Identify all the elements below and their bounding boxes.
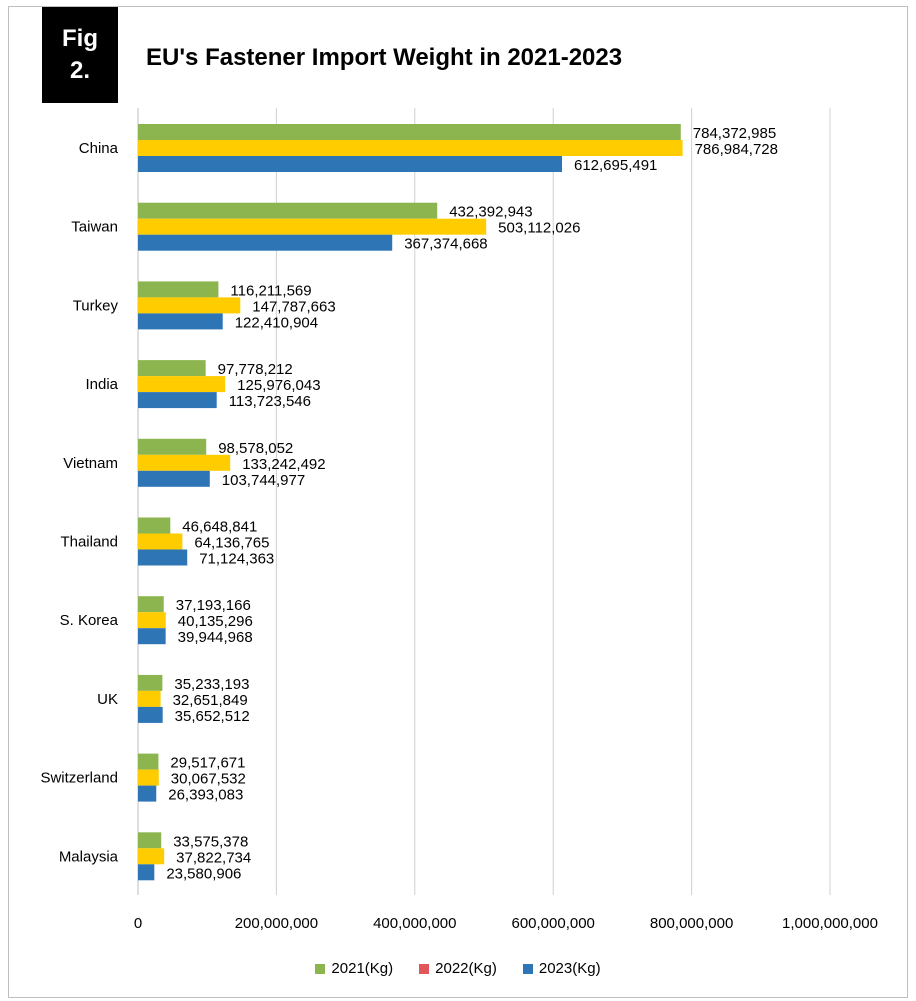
bar — [138, 769, 159, 786]
bar — [138, 360, 206, 377]
bar — [138, 533, 183, 550]
category-label: Thailand — [60, 534, 118, 551]
legend-item: 2021(Kg) — [315, 960, 393, 977]
x-tick-label: 1,000,000,000 — [782, 915, 878, 932]
bar — [138, 628, 166, 645]
bar — [138, 612, 166, 629]
data-label: 35,652,512 — [175, 708, 250, 725]
bar — [138, 517, 171, 534]
category-label: Switzerland — [40, 770, 118, 787]
bar — [138, 124, 681, 140]
data-label: 37,193,166 — [176, 597, 251, 614]
data-label: 29,517,671 — [170, 755, 245, 772]
bar — [138, 281, 219, 298]
bar — [138, 690, 161, 707]
legend-label: 2023(Kg) — [538, 960, 601, 977]
category-label: Malaysia — [59, 848, 119, 865]
data-label: 71,124,363 — [199, 551, 274, 568]
bar — [138, 753, 159, 770]
bar — [138, 549, 188, 566]
data-label: 64,136,765 — [194, 535, 269, 552]
data-label: 612,695,491 — [574, 157, 657, 174]
bar — [138, 392, 217, 409]
category-label: Turkey — [73, 297, 119, 314]
data-label: 116,211,569 — [230, 282, 311, 299]
data-label: 147,787,663 — [252, 298, 335, 315]
data-label: 503,112,026 — [498, 220, 580, 237]
data-label: 367,374,668 — [404, 236, 487, 253]
bar — [138, 202, 438, 219]
bar — [138, 313, 223, 330]
legend-item: 2023(Kg) — [522, 960, 601, 977]
figure-badge-line1: Fig — [62, 25, 98, 52]
x-tick-label: 400,000,000 — [373, 915, 456, 932]
bar — [138, 864, 155, 881]
data-label: 46,648,841 — [182, 519, 257, 536]
figure-badge: Fig 2. — [42, 7, 118, 103]
bar — [138, 848, 165, 865]
data-label: 37,822,734 — [176, 849, 251, 866]
chart-legend: 2021(Kg) 2022(Kg) 2023(Kg) — [0, 960, 916, 977]
data-label: 125,976,043 — [237, 377, 320, 394]
data-label: 35,233,193 — [174, 676, 249, 693]
data-label: 113,723,546 — [229, 393, 311, 410]
figure-badge-line2: 2. — [69, 57, 90, 84]
category-label: UK — [97, 691, 118, 708]
bar — [138, 297, 241, 314]
data-label: 98,578,052 — [218, 440, 293, 457]
bar — [138, 438, 207, 455]
legend-swatch — [315, 963, 326, 974]
bar — [138, 785, 157, 802]
data-label: 23,580,906 — [166, 865, 241, 882]
category-label: China — [79, 140, 119, 157]
category-label: Taiwan — [71, 219, 118, 236]
bar — [138, 234, 393, 251]
bar — [138, 454, 231, 471]
bar — [138, 470, 210, 487]
legend-swatch — [419, 963, 430, 974]
x-tick-label: 800,000,000 — [650, 915, 733, 932]
category-label: India — [85, 376, 118, 393]
category-label: Vietnam — [63, 455, 118, 472]
data-label: 122,410,904 — [235, 314, 318, 331]
x-tick-label: 0 — [134, 915, 142, 932]
data-label: 33,575,378 — [173, 833, 248, 850]
data-label: 39,944,968 — [178, 629, 253, 646]
bar — [138, 832, 162, 849]
data-label: 103,744,977 — [222, 472, 305, 489]
data-label: 26,393,083 — [168, 787, 243, 804]
data-label: 432,392,943 — [449, 204, 532, 221]
data-label: 784,372,985 — [693, 125, 776, 142]
legend-swatch — [522, 963, 533, 974]
x-tick-label: 200,000,000 — [235, 915, 318, 932]
data-label: 133,242,492 — [242, 456, 325, 473]
legend-item: 2022(Kg) — [419, 960, 497, 977]
bar — [138, 674, 163, 691]
data-label: 30,067,532 — [171, 771, 246, 788]
data-label: 32,651,849 — [173, 692, 248, 709]
data-label: 786,984,728 — [695, 141, 778, 158]
bar — [138, 706, 163, 723]
data-label: 40,135,296 — [178, 613, 253, 630]
bar — [138, 376, 226, 393]
legend-label: 2021(Kg) — [331, 960, 394, 977]
category-label: S. Korea — [60, 612, 119, 629]
chart-title: EU's Fastener Import Weight in 2021-2023 — [146, 44, 623, 71]
x-tick-label: 600,000,000 — [511, 915, 594, 932]
bar — [138, 596, 164, 613]
legend-label: 2022(Kg) — [435, 960, 497, 977]
data-label: 97,778,212 — [218, 361, 293, 378]
bar — [138, 156, 562, 172]
bar — [138, 140, 683, 156]
bar — [138, 218, 487, 235]
